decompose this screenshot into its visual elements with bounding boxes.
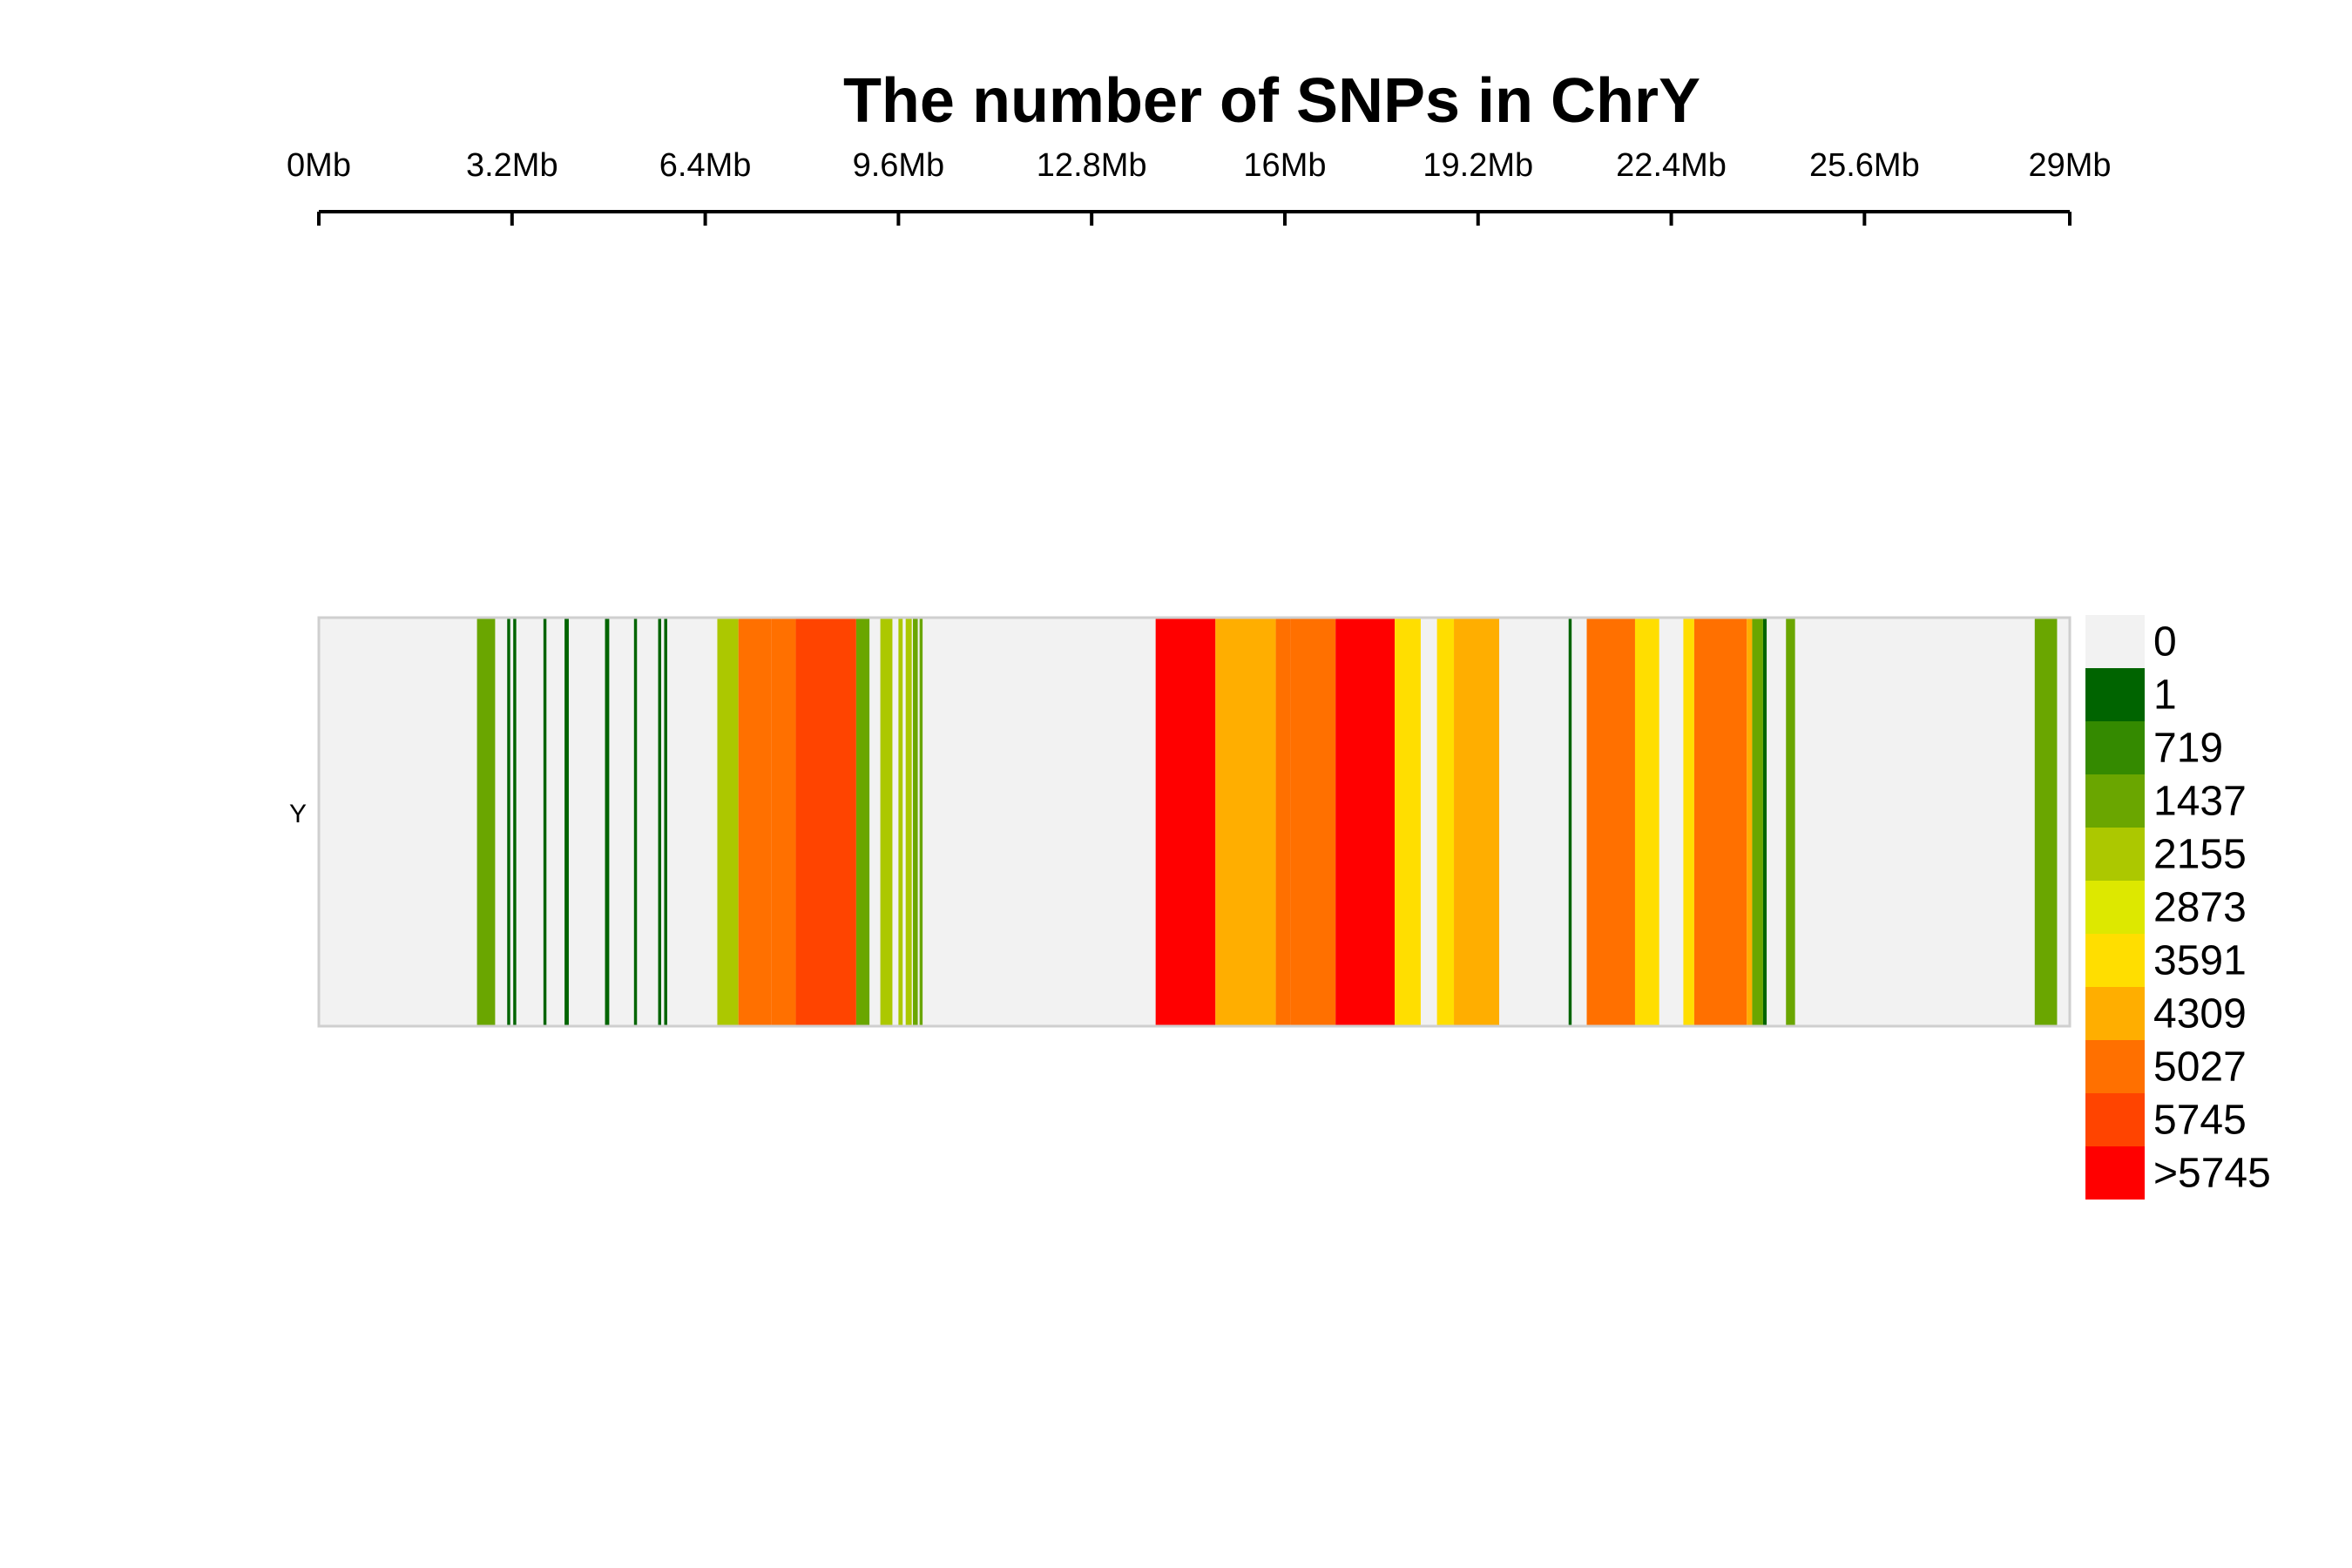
snp-bin xyxy=(1747,618,1753,1025)
snp-bin xyxy=(543,618,547,1025)
legend-label: 719 xyxy=(2153,726,2223,772)
snp-bin xyxy=(1395,618,1421,1025)
x-axis: 0Mb 3.2Mb 6.4Mb 9.6Mb 12.8Mb 16Mb 19.2Mb 22.4Mb… xyxy=(287,147,2112,226)
snp-bin xyxy=(507,618,510,1025)
snp-bin xyxy=(855,618,870,1025)
snp-bin xyxy=(1634,618,1659,1025)
legend-swatch xyxy=(2085,668,2145,721)
x-tick-label: 22.4Mb xyxy=(1616,147,1727,184)
legend: 0 1 719 1437 2155 2873 3591 4309 5027 5745 >5745 xyxy=(2085,615,2271,1200)
snp-bin xyxy=(905,618,912,1025)
snp-bin xyxy=(1568,618,1572,1025)
x-tick-label: 25.6Mb xyxy=(1809,147,1920,184)
snp-bin xyxy=(564,618,569,1025)
snp-bin xyxy=(913,618,918,1025)
legend-label: 5027 xyxy=(2153,1044,2247,1091)
snp-bin xyxy=(633,618,638,1025)
snp-bin xyxy=(738,618,772,1025)
legend-swatch xyxy=(2085,721,2145,774)
x-tick-label: 9.6Mb xyxy=(853,147,945,184)
snp-bin xyxy=(1290,618,1336,1025)
snp-bin xyxy=(1786,618,1795,1025)
snp-bin xyxy=(664,618,667,1025)
legend-label: 1437 xyxy=(2153,779,2247,825)
x-tick-label: 12.8Mb xyxy=(1037,147,1147,184)
x-tick-label: 3.2Mb xyxy=(466,147,558,184)
legend-swatch xyxy=(2085,615,2145,668)
snp-bin xyxy=(1720,618,1747,1025)
snp-bin xyxy=(2034,618,2058,1025)
snp-bin xyxy=(919,618,923,1025)
legend-label: 2873 xyxy=(2153,885,2247,931)
legend-swatch xyxy=(2085,934,2145,987)
chromosome-track xyxy=(317,616,2072,1028)
x-tick-label: 19.2Mb xyxy=(1423,147,1533,184)
snp-bin xyxy=(1155,618,1216,1025)
snp-bin xyxy=(1693,618,1720,1025)
snp-bin xyxy=(1683,618,1694,1025)
snp-bin xyxy=(795,618,856,1025)
x-tick-label: 6.4Mb xyxy=(659,147,752,184)
snp-bin xyxy=(1215,618,1276,1025)
legend-swatch xyxy=(2085,1040,2145,1093)
chromosome-label: Y xyxy=(289,800,307,828)
chart-title: The number of SNPs in ChrY xyxy=(843,66,1700,136)
snp-bin xyxy=(1436,618,1455,1025)
legend-swatch xyxy=(2085,1093,2145,1146)
snp-bin xyxy=(1762,618,1767,1025)
legend-label: 4309 xyxy=(2153,991,2247,1037)
legend-label: >5745 xyxy=(2153,1151,2271,1197)
legend-swatch xyxy=(2085,774,2145,828)
legend-swatch xyxy=(2085,1146,2145,1200)
snp-bin xyxy=(1275,618,1291,1025)
snp-bin xyxy=(1335,618,1396,1025)
legend-label: 2155 xyxy=(2153,832,2247,878)
snp-bin xyxy=(658,618,661,1025)
snp-bin xyxy=(513,618,517,1025)
x-tick-label: 16Mb xyxy=(1243,147,1326,184)
snp-bin xyxy=(880,618,893,1025)
snp-bin xyxy=(1454,618,1500,1025)
snp-bin xyxy=(898,618,903,1025)
snp-bin xyxy=(717,618,739,1025)
legend-swatch xyxy=(2085,828,2145,881)
legend-swatch xyxy=(2085,881,2145,934)
snp-bin xyxy=(771,618,796,1025)
x-tick-label: 29Mb xyxy=(2028,147,2111,184)
snp-bin xyxy=(476,618,496,1025)
snp-bin xyxy=(605,618,610,1025)
legend-label: 5745 xyxy=(2153,1098,2247,1144)
legend-label: 1 xyxy=(2153,672,2177,719)
snp-bin xyxy=(1586,618,1635,1025)
legend-swatch xyxy=(2085,987,2145,1040)
x-tick-label: 0Mb xyxy=(287,147,351,184)
legend-label: 3591 xyxy=(2153,938,2247,984)
snp-bin xyxy=(1752,618,1763,1025)
legend-label: 0 xyxy=(2153,619,2177,666)
